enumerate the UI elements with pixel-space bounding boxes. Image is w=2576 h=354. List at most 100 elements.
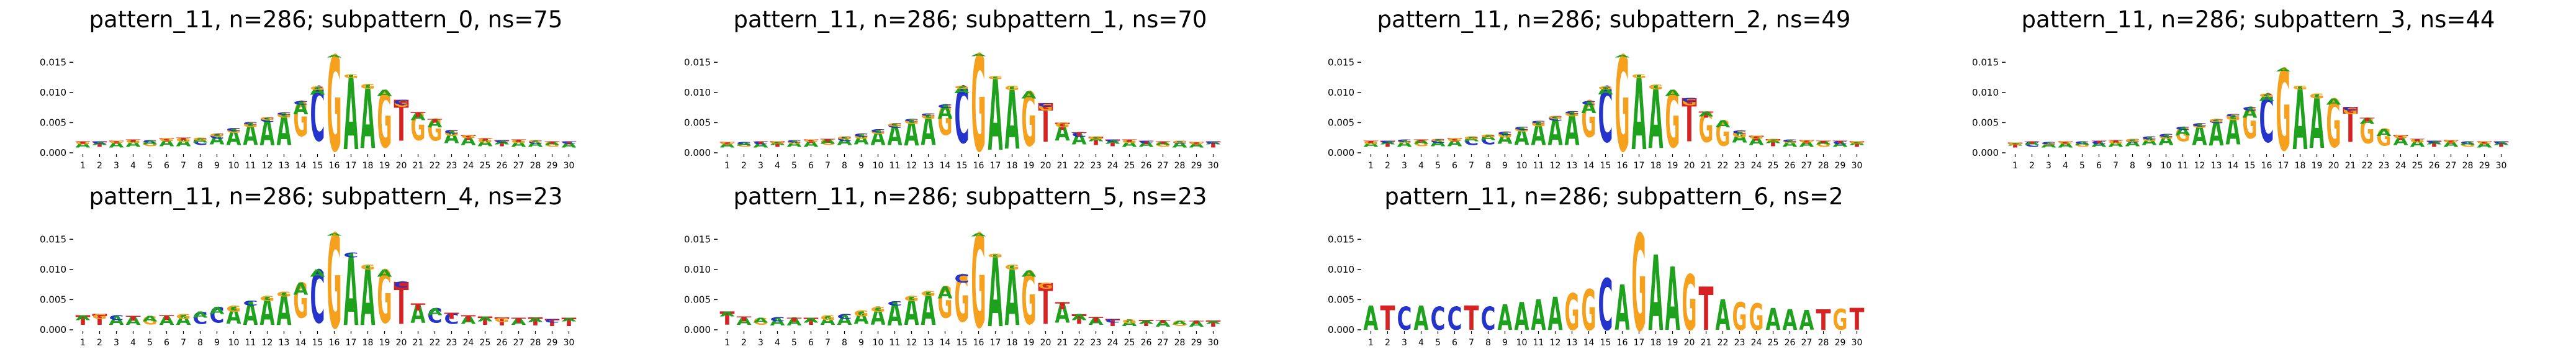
logo-letter-C: C [737, 141, 752, 145]
logo-letter-A: A [1106, 138, 1120, 145]
logo-letter-A: A [1072, 312, 1087, 322]
x-tick-label: 11 [1533, 338, 1544, 348]
logo-letter-G: G [770, 140, 785, 144]
x-tick-label: 27 [2446, 161, 2457, 171]
logo-letter-G: G [377, 75, 392, 165]
x-tick-label: 7 [181, 161, 186, 171]
logo-letter-G: G [2377, 124, 2392, 151]
logo-letter-G: G [1531, 119, 1546, 128]
logo-letter-G: G [109, 140, 124, 144]
logo-letter-T: T [109, 140, 124, 145]
logo-letter-G: G [327, 209, 342, 354]
x-tick-label: 5 [147, 338, 153, 348]
logo-letter-C: C [871, 129, 886, 134]
y-tick-label: 0.000 [684, 147, 711, 158]
logo-letter-A: A [1055, 117, 1070, 147]
x-tick-label: 16 [329, 338, 340, 348]
logo-letter-T: T [1106, 138, 1120, 148]
logo-letter-A: A [1173, 320, 1187, 325]
logo-letter-A: A [1089, 315, 1104, 327]
x-tick-label: 10 [873, 161, 884, 171]
logo-letter-A: A [1173, 139, 1187, 150]
logo-letter-A: A [754, 316, 768, 324]
y-tick-label: 0.010 [684, 87, 711, 98]
logo-letter-A: A [1122, 138, 1137, 150]
x-tick-label: 8 [1485, 161, 1491, 171]
x-tick-label: 5 [791, 161, 797, 171]
logo-letter-G: G [904, 117, 919, 125]
x-tick-label: 25 [1768, 338, 1779, 348]
x-tick-label: 12 [2194, 161, 2205, 171]
logo-letter-G: G [1397, 138, 1412, 144]
logo-letter-G: G [988, 75, 1003, 80]
logo-letter-G: G [955, 85, 970, 90]
logo-letter-A: A [720, 140, 735, 149]
x-tick-label: 24 [1751, 161, 1762, 171]
logo-letter-T: T [2394, 134, 2408, 142]
logo-letter-G: G [394, 98, 409, 109]
subplot-1: pattern_11, n=286; subpattern_1, ns=70 0.… [684, 6, 1221, 177]
x-tick-label: 28 [1818, 338, 1829, 348]
logo-letter-A: A [1189, 319, 1204, 329]
logo-letter-A: A [1783, 138, 1798, 150]
logo-letter-A: A [478, 315, 493, 323]
logo-letter-C: C [2243, 106, 2258, 112]
logo-letter-A: A [720, 311, 735, 318]
logo-letter-A: A [2444, 138, 2459, 149]
x-tick-label: 20 [1040, 161, 1052, 171]
y-tick-label: 0.015 [1328, 57, 1354, 68]
y-tick-label: 0.000 [40, 324, 66, 335]
logo-letter-C: C [2142, 135, 2157, 140]
logo-letter-T: T [411, 301, 426, 313]
logo-letter-A: A [904, 112, 919, 155]
logo-letter-C: C [2075, 140, 2090, 144]
x-tick-label: 2 [97, 161, 102, 171]
logo-letter-G: G [1632, 208, 1647, 354]
x-tick-label: 15 [1600, 161, 1611, 171]
logo-letter-T: T [1055, 300, 1070, 312]
x-tick-label: 18 [363, 338, 374, 348]
logo-letter-A: A [193, 137, 208, 144]
logo-letter-G: G [92, 313, 107, 320]
x-tick-label: 10 [228, 161, 240, 171]
logo-letter-A: A [988, 235, 1003, 350]
logo-letter-C: C [545, 318, 560, 324]
x-tick-label: 6 [808, 338, 814, 348]
logo-letter-A: A [2494, 140, 2509, 146]
logo-letter-A: A [804, 316, 819, 324]
logo-letter-C: C [888, 300, 903, 307]
logo-letter-A: A [243, 116, 258, 152]
logo-letter-C: C [2092, 140, 2107, 145]
logo-letter-G: G [294, 274, 308, 330]
x-tick-label: 24 [1107, 161, 1119, 171]
logo-letter-C: C [210, 132, 225, 141]
logo-letter-T: T [478, 138, 493, 142]
logo-letter-A: A [2176, 124, 2191, 138]
logo-letter-A: A [2159, 132, 2174, 149]
logo-letter-A: A [344, 234, 359, 349]
x-tick-label: 17 [1634, 161, 1645, 171]
logo-letter-A: A [2109, 138, 2123, 149]
x-tick-label: 25 [1768, 161, 1779, 171]
logo-letter-T: T [1766, 137, 1781, 149]
logo-letter-G: G [2243, 99, 2258, 148]
logo-letter-A: A [1632, 55, 1647, 174]
logo-letter-T: T [1682, 86, 1697, 156]
x-tick-label: 20 [1684, 338, 1695, 348]
logo-letter-G: G [1005, 84, 1020, 91]
logo-letter-C: C [1531, 120, 1546, 124]
logo-letter-A: A [310, 268, 325, 279]
x-tick-label: 19 [1667, 338, 1678, 348]
logo-letter-A: A [1548, 288, 1563, 340]
logo-letter-A: A [1206, 320, 1221, 325]
logo-letter-T: T [2092, 140, 2107, 144]
y-tick-label: 0.015 [1972, 57, 1999, 68]
logo-letter-T: T [2494, 140, 2509, 148]
logo-letter-T: T [126, 315, 141, 322]
logo-letter-G: G [737, 140, 752, 148]
x-tick-label: 7 [825, 338, 831, 348]
logo-letter-A: A [1598, 84, 1613, 97]
logo-letter-A: A [1431, 137, 1446, 149]
logo-letter-A: A [478, 136, 493, 148]
